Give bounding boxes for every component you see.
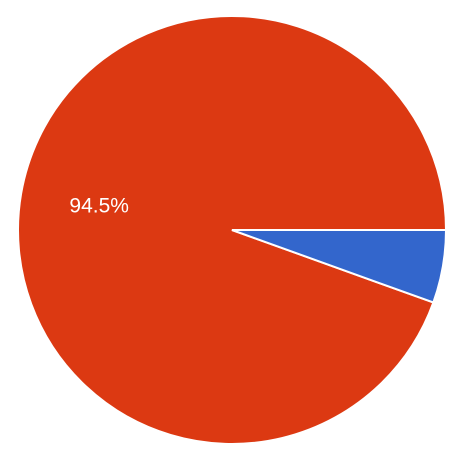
pie-labels: 94.5% — [69, 194, 129, 217]
pie-slices — [17, 15, 448, 445]
pie-slice-1 — [231, 229, 448, 304]
pie-slice-label-0: 94.5% — [69, 194, 129, 217]
